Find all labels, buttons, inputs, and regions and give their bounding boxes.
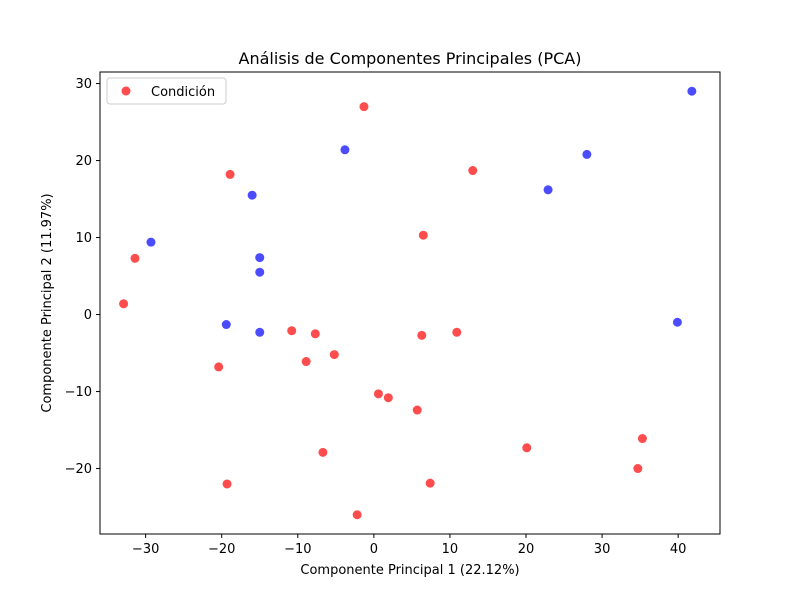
data-point [146, 237, 156, 247]
x-tick-label: −10 [284, 542, 311, 557]
data-point [225, 169, 235, 179]
x-tick-label: 20 [518, 542, 535, 557]
data-point [383, 393, 393, 403]
data-point [287, 326, 297, 336]
y-tick-label: 30 [75, 77, 92, 92]
data-point [310, 329, 320, 339]
legend-box [106, 77, 227, 105]
chart-title: Análisis de Componentes Principales (PCA… [239, 49, 582, 68]
y-tick-label: −20 [65, 462, 92, 477]
data-point [359, 102, 369, 112]
x-tick-label: −20 [208, 542, 235, 557]
data-point [425, 478, 435, 488]
data-point [222, 479, 232, 489]
data-point [130, 253, 140, 263]
data-point [352, 510, 362, 520]
y-tick-label: 10 [75, 231, 92, 246]
data-point [329, 350, 339, 360]
x-tick-label: 30 [594, 542, 611, 557]
data-point [633, 464, 643, 474]
data-point [543, 185, 553, 195]
data-point [687, 86, 697, 96]
data-point [340, 145, 350, 155]
data-point [255, 253, 265, 263]
y-tick-label: 0 [84, 308, 92, 323]
data-point [672, 317, 682, 327]
y-tick-label: −10 [65, 385, 92, 400]
data-point [119, 299, 129, 309]
y-axis-ticks: −20 −10 0 10 20 30 [65, 77, 100, 477]
x-tick-label: −30 [132, 542, 159, 557]
legend-label: Condición [151, 85, 215, 100]
x-tick-label: 10 [442, 542, 459, 557]
x-axis-ticks: −30 −20 −10 0 10 20 30 40 [132, 534, 687, 557]
x-tick-label: 0 [370, 542, 378, 557]
data-point [247, 190, 257, 200]
legend: Condición [106, 77, 227, 105]
data-point [582, 149, 592, 159]
data-point [452, 327, 462, 337]
y-axis-label: Componente Principal 2 (11.97%) [40, 193, 55, 412]
data-point [417, 330, 427, 340]
data-point [412, 405, 422, 415]
data-point [318, 447, 328, 457]
y-tick-label: 20 [75, 154, 92, 169]
data-point [418, 230, 428, 240]
x-tick-label: 40 [670, 542, 687, 557]
data-point [373, 389, 383, 399]
data-point [468, 166, 478, 176]
data-point [255, 327, 265, 337]
data-points [119, 86, 697, 520]
data-point [301, 357, 311, 367]
plot-frame [99, 71, 721, 535]
data-point [637, 434, 647, 444]
data-point [214, 362, 224, 372]
legend-marker [121, 86, 131, 96]
data-point [522, 443, 532, 453]
data-point [221, 320, 231, 330]
x-axis-label: Componente Principal 1 (22.12%) [300, 563, 519, 578]
data-point [255, 267, 265, 277]
